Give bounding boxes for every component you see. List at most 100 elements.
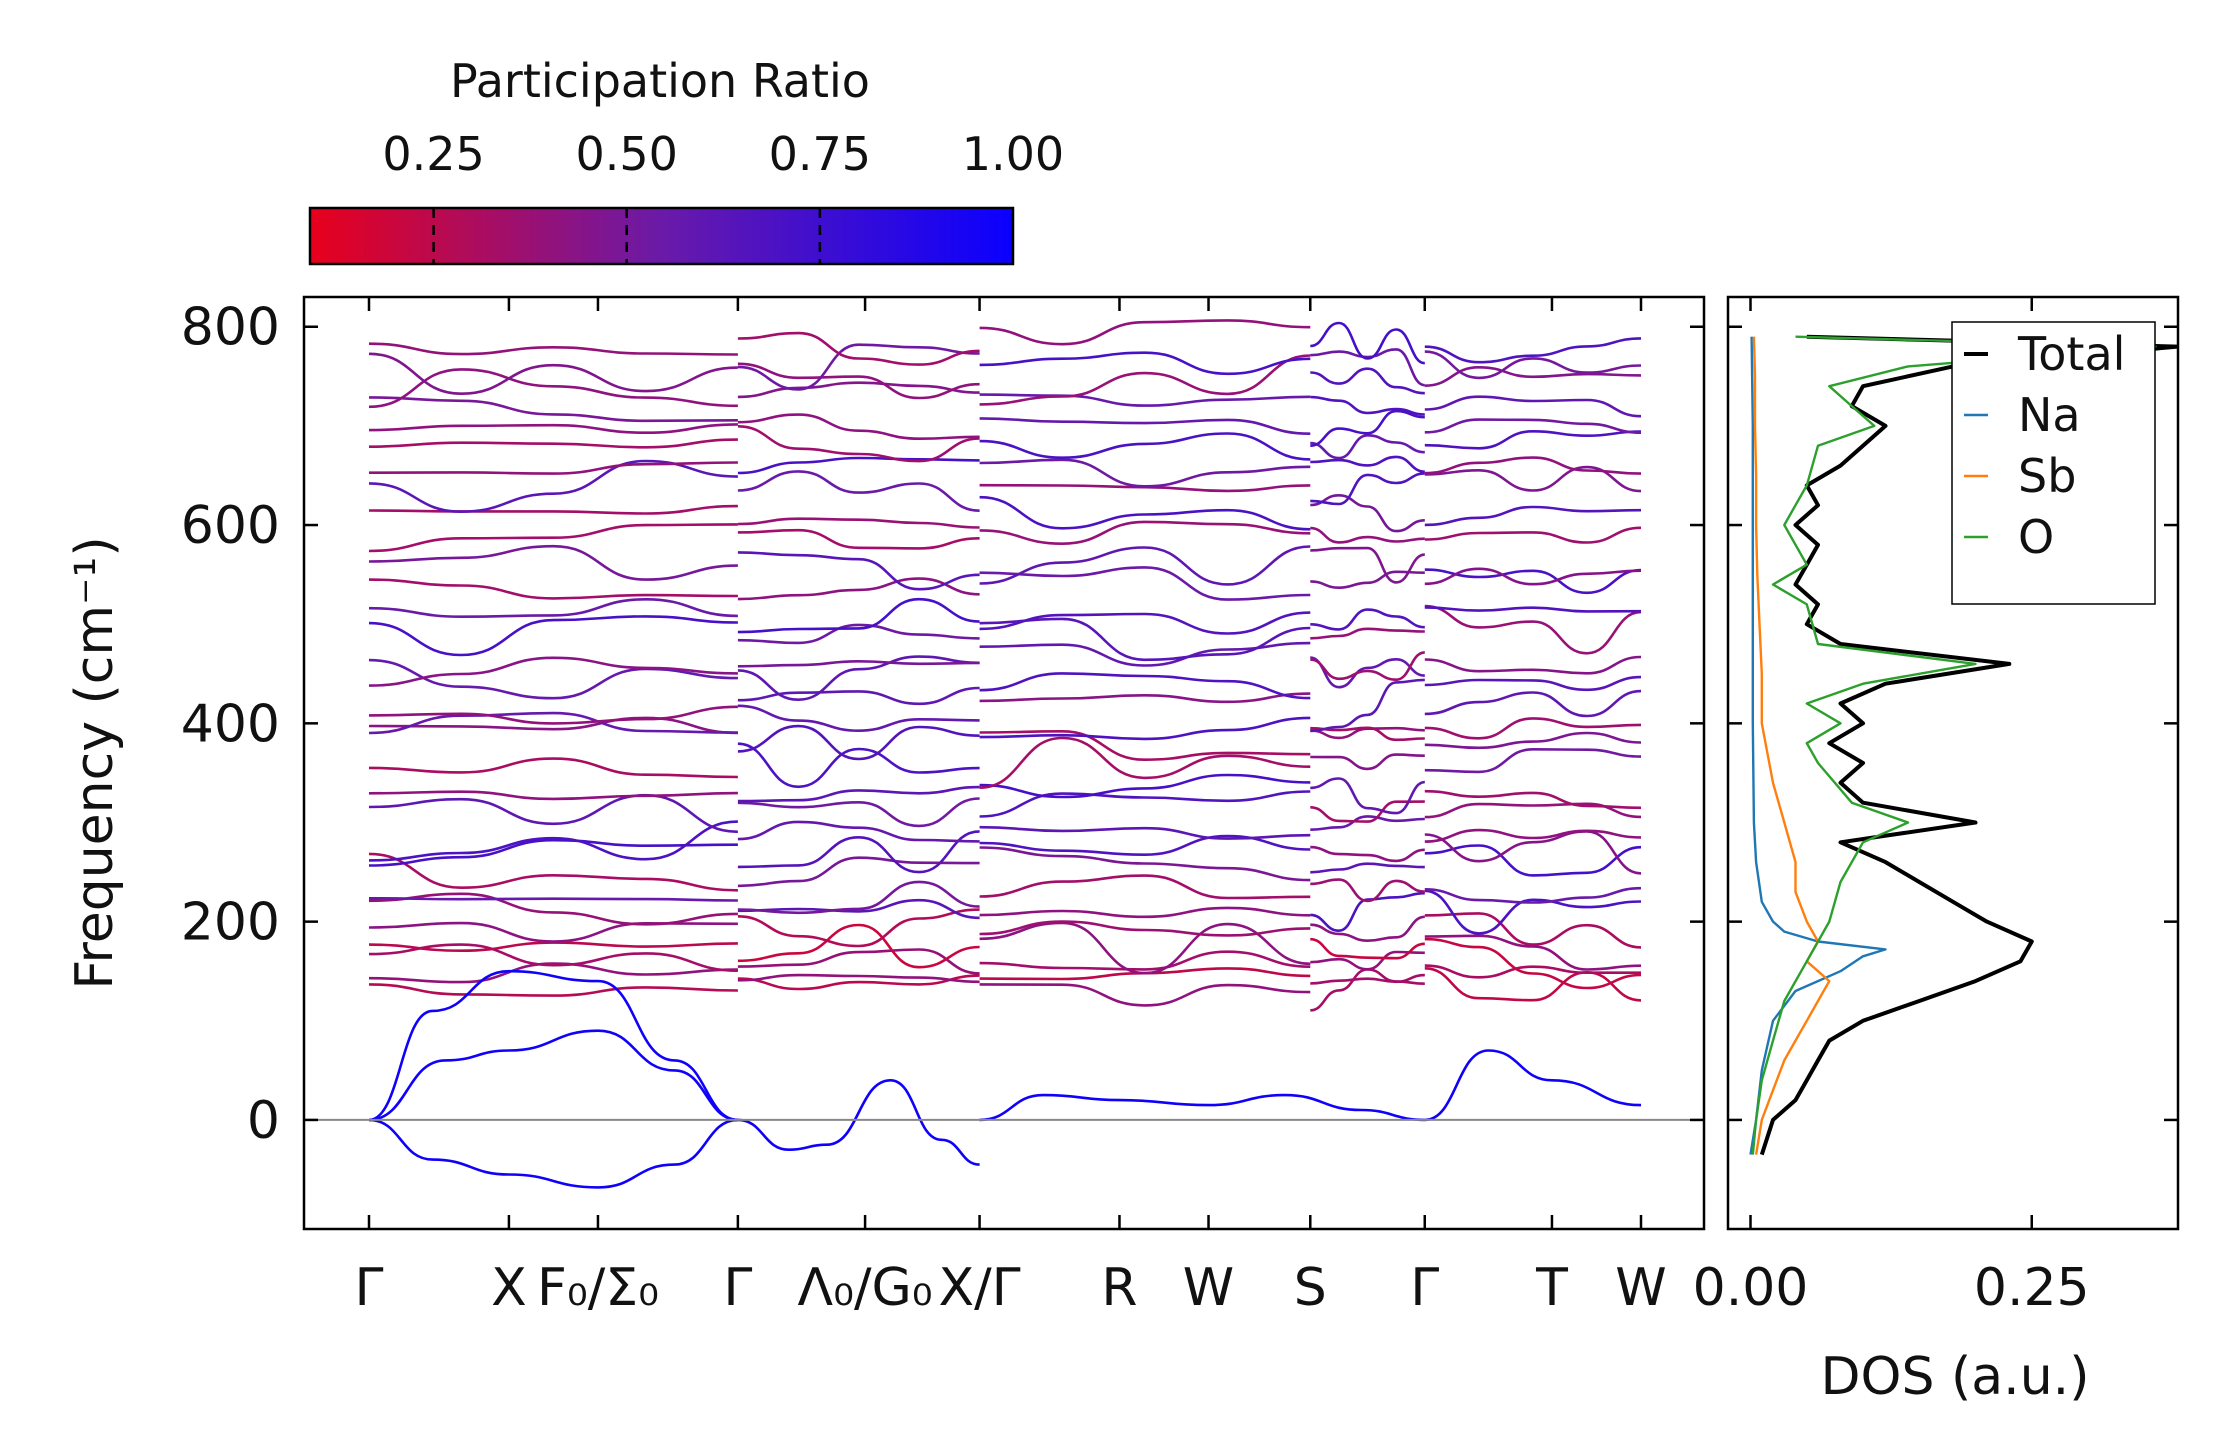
optical-band bbox=[979, 874, 1311, 900]
optical-band bbox=[1424, 606, 1642, 613]
k-point-label: X bbox=[491, 1258, 527, 1318]
optical-band bbox=[1424, 418, 1642, 434]
optical-band bbox=[368, 705, 738, 725]
optical-band bbox=[1424, 604, 1642, 655]
optical-band bbox=[979, 716, 1311, 741]
k-point-label: W bbox=[1183, 1258, 1234, 1318]
colorbar-tick-labels: 0.25 0.50 0.75 1.00 bbox=[382, 127, 1064, 181]
y-tick-label: 0 bbox=[247, 1091, 280, 1151]
legend-label: Na bbox=[2018, 388, 2081, 442]
k-point-label: X/Γ bbox=[938, 1258, 1020, 1318]
optical-band bbox=[1424, 967, 1642, 1002]
optical-band bbox=[979, 672, 1311, 700]
optical-band bbox=[368, 504, 738, 515]
optical-band bbox=[1424, 731, 1642, 750]
optical-band bbox=[1310, 753, 1425, 771]
optical-band bbox=[737, 425, 980, 463]
k-point-label: T bbox=[1535, 1258, 1568, 1318]
optical-band bbox=[979, 729, 1311, 762]
frequency-axis-title: Frequency (cm⁻¹) bbox=[65, 536, 125, 989]
k-point-label: S bbox=[1294, 1258, 1327, 1318]
optical-band bbox=[1424, 964, 1641, 979]
y-tick-label: 600 bbox=[181, 496, 280, 556]
optical-band bbox=[1310, 891, 1425, 933]
optical-band bbox=[737, 659, 980, 668]
optical-band bbox=[1424, 395, 1642, 418]
k-point-label: Λ₀/G₀ bbox=[798, 1258, 933, 1318]
optical-band bbox=[737, 820, 980, 843]
optical-band bbox=[368, 852, 738, 892]
optical-band bbox=[368, 597, 738, 619]
colorbar-title: Participation Ratio bbox=[450, 54, 870, 108]
optical-band bbox=[979, 692, 1311, 704]
optical-band bbox=[1310, 656, 1425, 689]
optical-band bbox=[979, 319, 1311, 346]
optical-band bbox=[368, 544, 738, 581]
optical-band bbox=[1424, 937, 1642, 990]
dos-frequency-ticks bbox=[1728, 325, 2178, 1122]
optical-band bbox=[368, 757, 738, 779]
optical-band bbox=[737, 797, 980, 828]
optical-band bbox=[979, 983, 1311, 1007]
k-point-label: F₀/Σ₀ bbox=[537, 1258, 659, 1318]
optical-band bbox=[368, 921, 738, 943]
optical-band bbox=[737, 785, 980, 803]
optical-band bbox=[737, 655, 980, 702]
optical-band bbox=[1310, 455, 1425, 473]
optical-band bbox=[1424, 828, 1642, 843]
optical-band bbox=[737, 381, 980, 399]
optical-band bbox=[737, 830, 980, 874]
optical-band bbox=[1424, 365, 1642, 387]
optical-band bbox=[368, 459, 738, 514]
optical-band bbox=[368, 396, 738, 423]
optical-band bbox=[1310, 395, 1425, 416]
optical-band bbox=[1424, 934, 1642, 971]
optical-band bbox=[368, 438, 738, 449]
colorbar-tick-marks bbox=[432, 208, 822, 264]
dos-series-total bbox=[1759, 334, 2178, 1156]
optical-band bbox=[1310, 968, 1425, 1012]
optical-band bbox=[368, 461, 738, 475]
optical-band bbox=[368, 523, 738, 553]
dos-axis-title: DOS (a.u.) bbox=[1821, 1347, 2090, 1407]
optical-band bbox=[368, 615, 738, 657]
optical-band bbox=[979, 520, 1311, 546]
colorbar: Participation Ratio 0.25 0.50 0.75 1.00 bbox=[308, 54, 1064, 266]
dos-lines bbox=[1749, 334, 2178, 1156]
colorbar-tick-label: 0.50 bbox=[576, 127, 678, 181]
optical-band bbox=[737, 856, 980, 888]
optical-band bbox=[1424, 689, 1642, 718]
optical-band bbox=[1310, 973, 1425, 985]
optical-band bbox=[1424, 830, 1642, 875]
colorbar-bar bbox=[308, 206, 1015, 266]
optical-band bbox=[979, 566, 1311, 601]
acoustic-5 bbox=[979, 1093, 1425, 1122]
optical-band bbox=[1310, 348, 1426, 387]
k-point-label: Γ bbox=[355, 1258, 384, 1318]
optical-band bbox=[1310, 570, 1425, 590]
dos-series-sb bbox=[1752, 336, 1831, 1155]
colorbar-tick-label: 0.25 bbox=[382, 127, 484, 181]
optical-band bbox=[979, 611, 1311, 635]
optical-band bbox=[979, 458, 1311, 488]
optical-band bbox=[368, 892, 738, 926]
optical-band bbox=[1424, 350, 1642, 380]
optical-band bbox=[1310, 433, 1425, 460]
optical-band bbox=[368, 368, 738, 409]
optical-band bbox=[737, 362, 980, 400]
optical-band bbox=[737, 331, 980, 366]
optical-band bbox=[1310, 651, 1426, 682]
optical-band bbox=[368, 983, 738, 997]
optical-band bbox=[368, 962, 738, 984]
optical-band bbox=[737, 898, 980, 920]
optical-band bbox=[737, 948, 980, 975]
y-tick-label: 800 bbox=[181, 298, 280, 358]
optical-band bbox=[368, 423, 738, 435]
optical-band bbox=[368, 943, 738, 972]
band-plot-frame bbox=[302, 295, 1706, 1231]
optical-band bbox=[737, 880, 980, 915]
optical-band bbox=[979, 545, 1311, 586]
optical-band bbox=[368, 716, 738, 735]
